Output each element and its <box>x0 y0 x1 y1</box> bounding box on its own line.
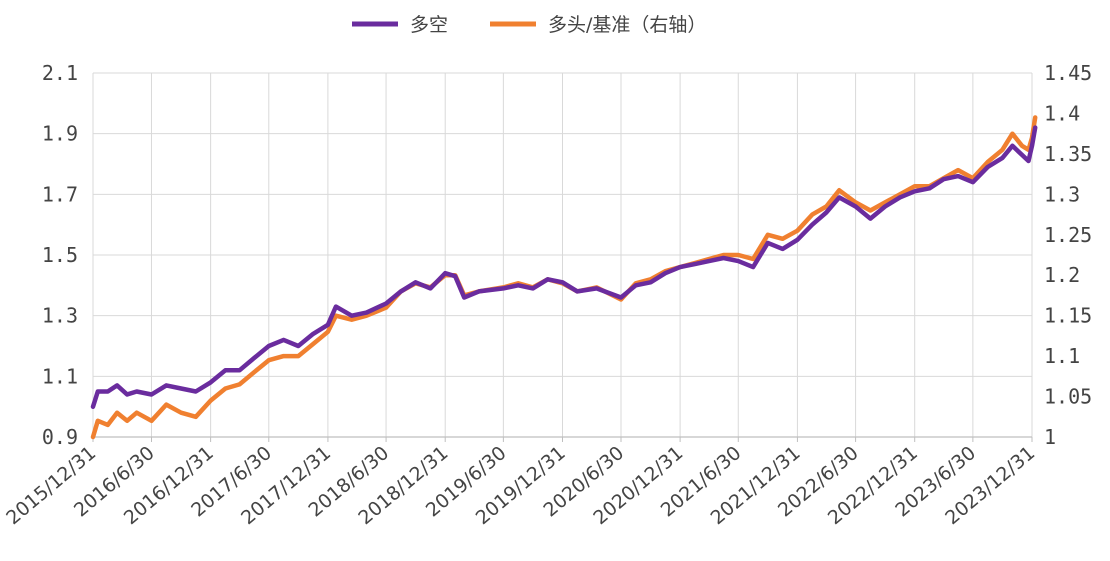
left-y-axis: 0.9 1.1 1.3 1.5 1.7 1.9 2.1 <box>42 61 78 449</box>
series-group <box>90 115 1038 440</box>
right-y-tick-label: 1.05 <box>1044 385 1092 409</box>
x-axis: 2015/12/312016/6/302016/12/312017/6/3020… <box>2 437 1039 529</box>
right-y-tick-label: 1.2 <box>1044 263 1080 287</box>
right-y-axis: 1 1.05 1.1 1.15 1.2 1.25 1.3 1.35 1.4 1.45 <box>1044 61 1092 449</box>
legend-label-long-benchmark: 多头/基准（右轴） <box>548 14 706 36</box>
right-y-tick-label: 1.4 <box>1044 101 1080 125</box>
series-line-long-benchmark <box>90 115 1038 440</box>
right-y-tick-label: 1.1 <box>1044 344 1080 368</box>
legend-label-long-short: 多空 <box>410 14 448 36</box>
right-y-tick-label: 1.3 <box>1044 182 1080 206</box>
left-y-tick-label: 1.5 <box>42 243 78 267</box>
left-y-tick-label: 1.9 <box>42 122 78 146</box>
right-y-tick-label: 1.25 <box>1044 223 1092 247</box>
left-y-tick-label: 2.1 <box>42 61 78 85</box>
left-y-tick-label: 0.9 <box>42 425 78 449</box>
left-y-tick-label: 1.1 <box>42 364 78 388</box>
gridlines <box>92 72 1033 438</box>
right-y-tick-label: 1.15 <box>1044 304 1092 328</box>
left-y-tick-label: 1.7 <box>42 182 78 206</box>
right-y-tick-label: 1 <box>1044 425 1056 449</box>
left-y-tick-label: 1.3 <box>42 304 78 328</box>
legend: 多空 多头/基准（右轴） <box>352 14 706 36</box>
series-line-long-short <box>90 125 1038 409</box>
right-y-tick-label: 1.45 <box>1044 61 1092 85</box>
right-y-tick-label: 1.35 <box>1044 142 1092 166</box>
